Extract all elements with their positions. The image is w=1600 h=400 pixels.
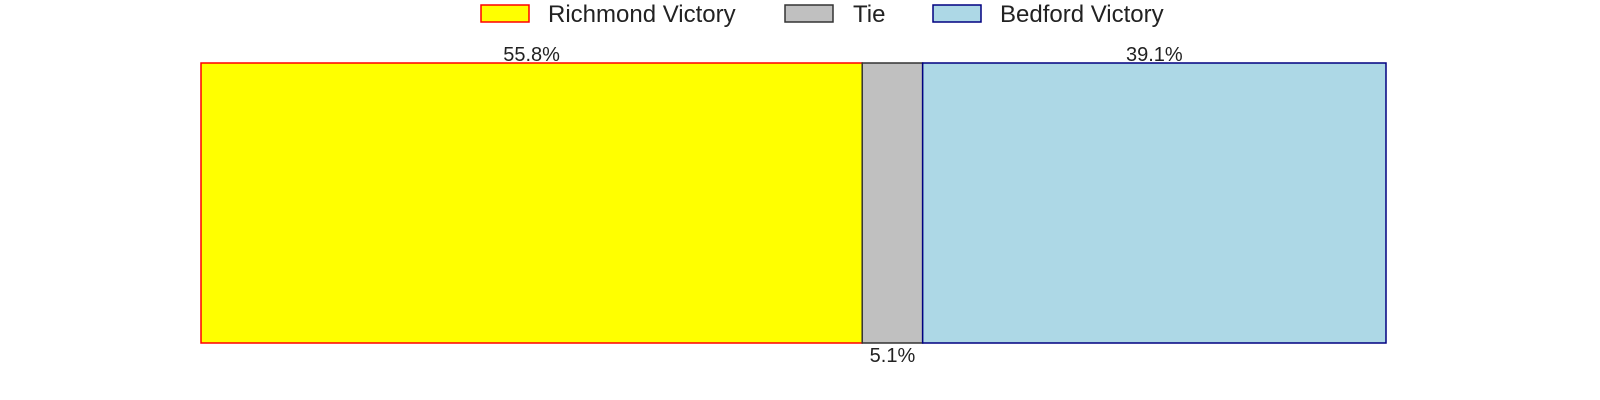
legend-label-bedford-victory: Bedford Victory bbox=[1000, 1, 1164, 28]
value-label-richmond-victory: 55.8% bbox=[503, 44, 560, 66]
value-label-tie: 5.1% bbox=[870, 345, 916, 367]
legend-label-tie: Tie bbox=[853, 1, 885, 28]
value-labels: 55.8% 5.1% 39.1% bbox=[503, 44, 1183, 367]
bar-segment-richmond-victory bbox=[200, 62, 863, 344]
legend-swatch-richmond-victory bbox=[480, 4, 530, 23]
legend-swatch-tie bbox=[784, 4, 834, 23]
legend-swatch-bedford-victory bbox=[932, 4, 982, 23]
legend-label-richmond-victory: Richmond Victory bbox=[548, 1, 736, 28]
bar-segment-tie bbox=[861, 62, 924, 344]
bar-segment-bedford-victory bbox=[921, 62, 1387, 344]
legend: Richmond Victory Tie Bedford Victory bbox=[480, 1, 1164, 28]
value-label-bedford-victory: 39.1% bbox=[1126, 44, 1183, 66]
bar-segments bbox=[200, 62, 1387, 344]
